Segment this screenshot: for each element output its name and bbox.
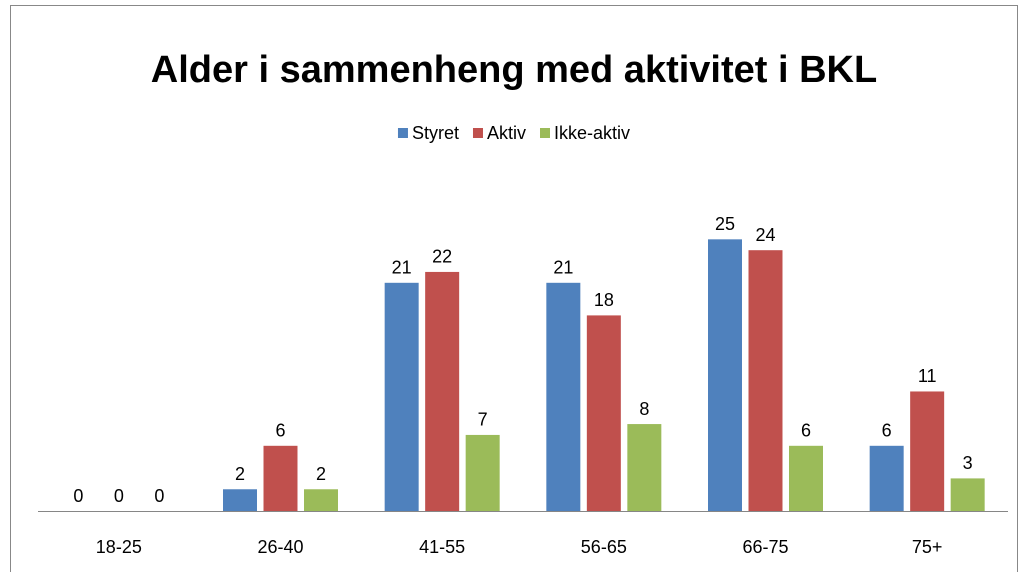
legend-swatch [472,128,483,138]
bar [708,239,742,512]
legend-label: Ikke-aktiv [554,123,630,143]
bar [425,271,460,511]
legend-label: Styret [412,123,459,143]
data-label: 8 [639,399,649,419]
data-label: 0 [73,486,83,506]
data-label: 7 [478,410,488,430]
data-label: 24 [755,225,775,245]
chart-frame [10,5,1018,572]
data-label: 21 [392,258,412,278]
x-tick-label: 26-40 [257,537,303,557]
bar [263,445,298,511]
x-tick-label: 18-25 [96,537,142,557]
data-label: 2 [235,464,245,484]
bar [304,489,338,511]
bar [384,282,419,511]
chart-title: Alder i sammenheng med aktivitet i BKL [151,49,877,91]
bar [910,391,945,511]
data-label: 0 [114,486,124,506]
data-label: 6 [801,421,811,441]
bar [869,445,904,511]
bar [627,424,662,511]
x-tick-label: 41-55 [419,537,465,557]
data-label: 6 [882,421,892,441]
x-tick-label: 75+ [912,537,943,557]
bar [950,478,985,511]
bar [223,489,257,511]
legend: Styret Aktiv Ikke-aktiv [397,123,630,143]
data-label: 22 [432,247,452,267]
bar [465,434,500,511]
data-label: 18 [594,290,614,310]
x-tick-label: 66-75 [742,537,788,557]
legend-swatch [397,128,408,138]
data-label: 21 [553,258,573,278]
bar [546,282,581,511]
x-tick-label: 56-65 [581,537,627,557]
data-label: 25 [715,214,735,234]
data-label: 11 [918,366,937,386]
bar [748,250,783,511]
legend-label: Aktiv [487,123,526,143]
bar [586,315,621,511]
data-label: 3 [963,453,973,473]
legend-swatch [540,128,550,138]
data-label: 2 [316,464,326,484]
bar [789,445,823,511]
data-label: 6 [275,421,285,441]
data-label: 0 [154,486,164,506]
